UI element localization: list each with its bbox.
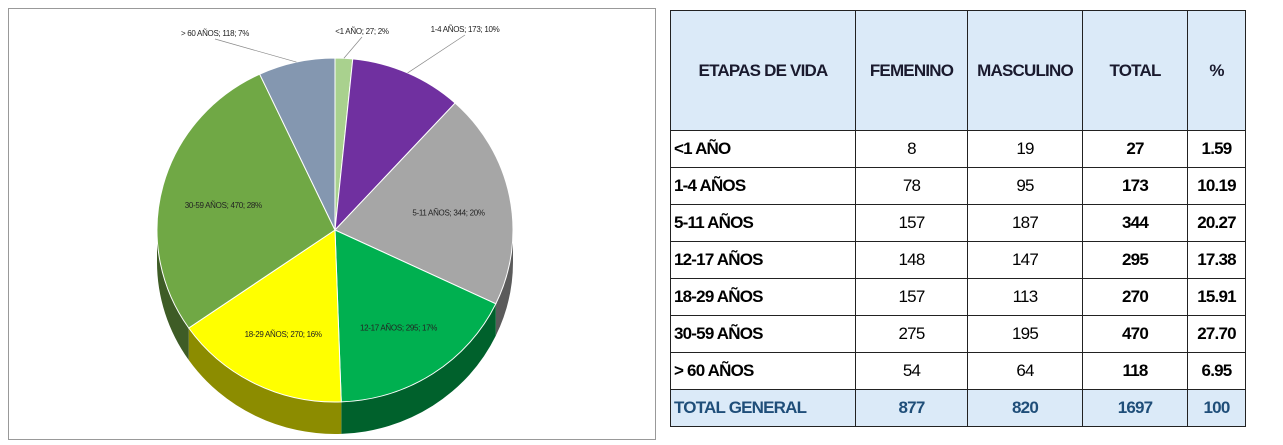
table-cell: 54 [855,352,968,390]
table-row: 18-29 AÑOS 157 113 270 15.91 [670,278,1246,316]
table-row: 12-17 AÑOS 148 147 295 17.38 [670,241,1246,279]
data-label: 30-59 AÑOS; 470; 28% [185,201,262,210]
leader-line [214,38,297,63]
data-label: 18-29 AÑOS; 270; 16% [245,330,322,339]
table-row: 5-11 AÑOS 157 187 344 20.27 [670,204,1246,242]
table-cell: 195 [967,315,1083,353]
table-cell: 118 [1082,352,1188,390]
table-cell: 270 [1082,278,1188,316]
table-row: > 60 AÑOS 54 64 118 6.95 [670,352,1246,390]
table-row: <1 AÑO 8 19 27 1.59 [670,130,1246,168]
leader-line [407,34,466,74]
slice-side [157,230,189,361]
table-cell: 147 [967,241,1083,279]
table-cell: 148 [855,241,968,279]
table-cell: 78 [855,167,968,205]
table-cell: 1697 [1082,389,1188,427]
slice [188,229,342,403]
table-cell: 27.70 [1187,315,1246,353]
table-cell: 5-11 AÑOS [670,204,856,242]
table-cell: 64 [967,352,1083,390]
table-cell: 6.95 [1187,352,1246,390]
data-label: <1 AÑO; 27; 2% [335,27,389,36]
table-cell: 157 [855,278,968,316]
table-cell: 344 [1082,204,1188,242]
table-cell: ETAPAS DE VIDA [670,10,856,131]
slice [334,229,497,403]
table-cell: TOTAL GENERAL [670,389,856,427]
table-cell: TOTAL [1082,10,1188,131]
table-cell: <1 AÑO [670,130,856,168]
data-label: 1-4 AÑOS; 173; 10% [431,25,500,34]
table-cell: FEMENINO [855,10,968,131]
table-cell: 17.38 [1187,241,1246,279]
table-cell: 187 [967,204,1083,242]
data-label: > 60 AÑOS; 118; 7% [181,29,249,38]
table-cell: 157 [855,204,968,242]
table-cell: 820 [967,389,1083,427]
slice [156,73,336,329]
slice-side [188,328,342,434]
table-cell: % [1187,10,1246,131]
table-cell: 15.91 [1187,278,1246,316]
table-row: 30-59 AÑOS 275 195 470 27.70 [670,315,1246,353]
table-cell: 275 [855,315,968,353]
table-cell: 30-59 AÑOS [670,315,856,353]
table-cell: 1-4 AÑOS [670,167,856,205]
table-cell: 1.59 [1187,130,1246,168]
leader-line [343,36,363,59]
table-cell: 470 [1082,315,1188,353]
table-cell: MASCULINO [967,10,1083,131]
data-table: ETAPAS DE VIDA FEMENINO MASCULINO TOTAL% <1 … [670,10,1246,427]
table-cell: 295 [1082,241,1188,279]
slice [334,102,514,305]
slice-side [341,303,496,434]
data-label: 12-17 AÑOS; 295; 17% [360,324,437,333]
slice [334,58,456,232]
table-cell: 10.19 [1187,167,1246,205]
chart: <1 AÑO; 27; 2% 1-4 AÑOS; 173; 10% 5-11 AÑO… [8,8,656,440]
table-cell: 100 [1187,389,1246,427]
table-cell: 20.27 [1187,204,1246,242]
table-cell: > 60 AÑOS [670,352,856,390]
table-cell: 8 [855,130,968,168]
table-row: ETAPAS DE VIDA FEMENINO MASCULINO TOTAL% [670,10,1246,131]
table-cell: 18-29 AÑOS [670,278,856,316]
table-cell: 27 [1082,130,1188,168]
table-cell: 877 [855,389,968,427]
table-cell: 173 [1082,167,1188,205]
table-cell: 113 [967,278,1083,316]
table-row: 1-4 AÑOS 78 95 173 10.19 [670,167,1246,205]
table-row: TOTAL GENERAL 877 820 1697 100 [670,389,1246,427]
table-cell: 12-17 AÑOS [670,241,856,279]
table-cell: 19 [967,130,1083,168]
slice [259,57,336,231]
data-label: 5-11 AÑOS; 344; 20% [412,209,485,218]
table-cell: 95 [967,167,1083,205]
